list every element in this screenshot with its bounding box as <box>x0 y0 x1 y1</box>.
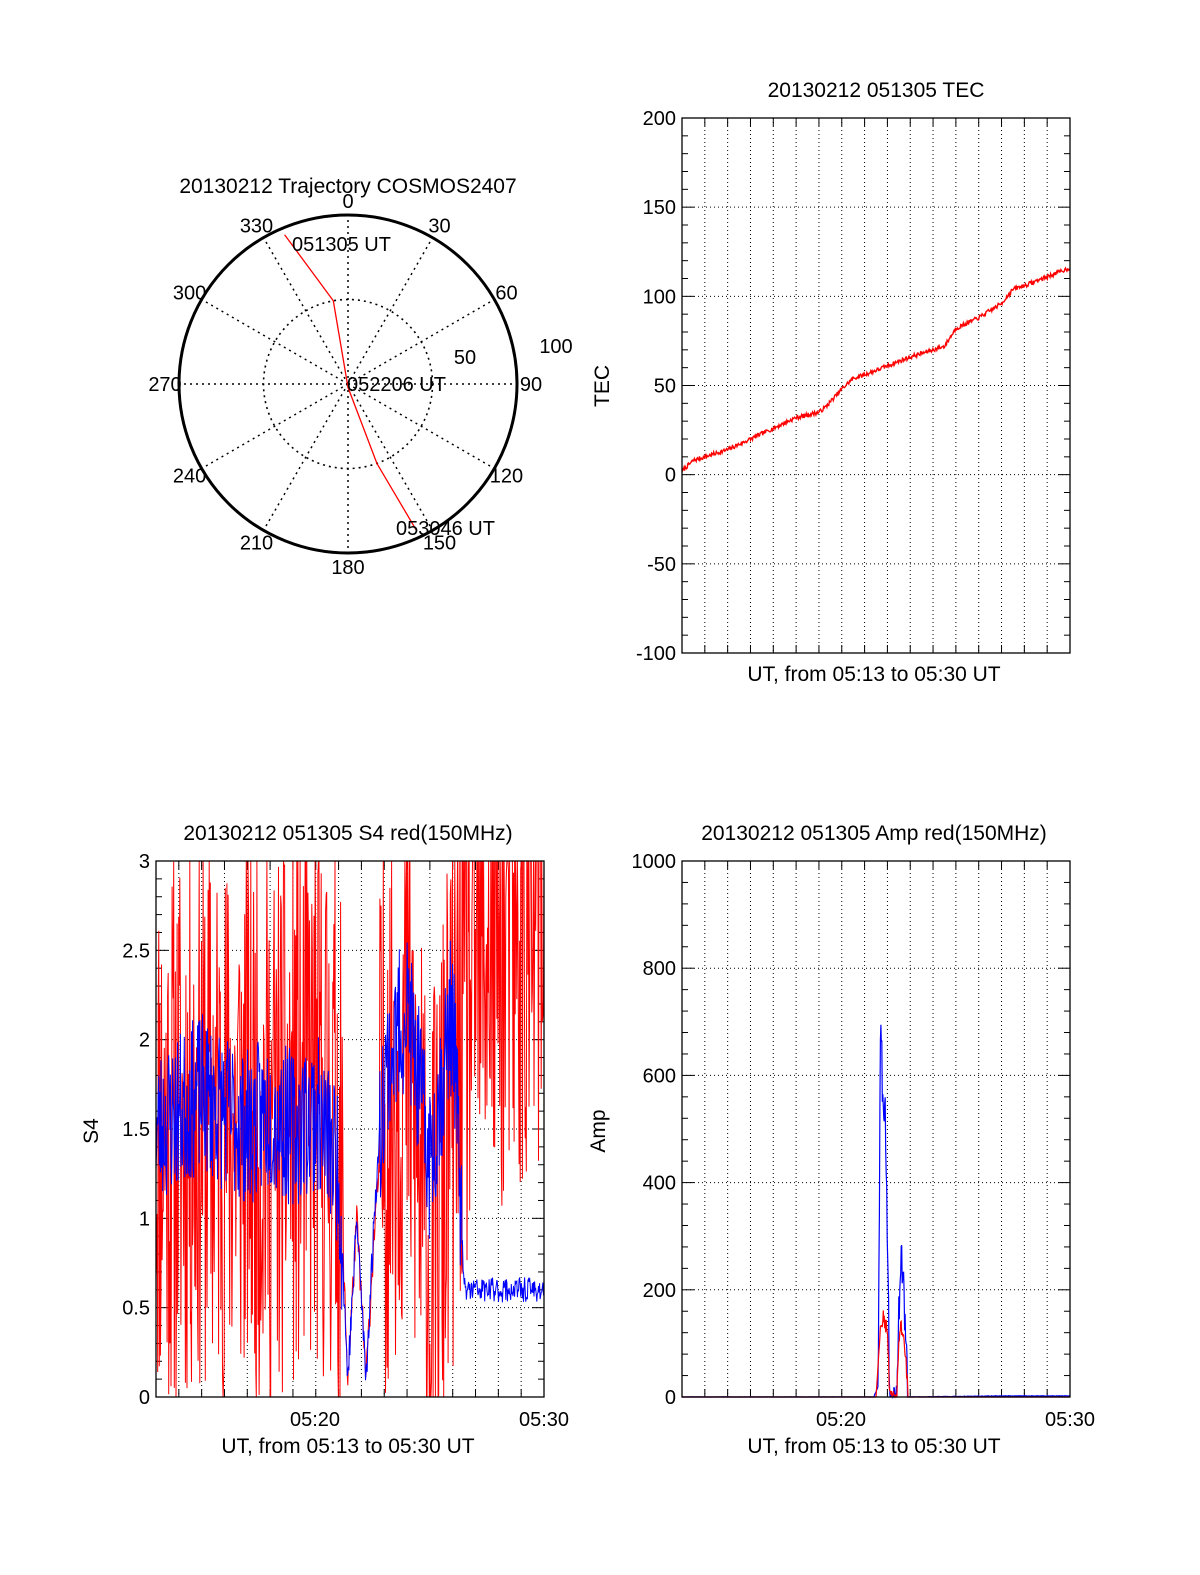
polar-spoke-330 <box>262 237 349 385</box>
s4-red-series <box>155 860 545 1398</box>
s4-title: 20130212 051305 S4 red(150MHz) <box>183 822 512 845</box>
amp-y-tick-label: 400 <box>643 1173 676 1195</box>
tec-y-tick-label: 50 <box>654 376 676 398</box>
polar-trajectory-line <box>284 234 417 530</box>
s4-grid <box>156 861 544 1397</box>
tec-y-tick-label: 200 <box>643 108 676 130</box>
polar-az-label-90: 90 <box>520 374 542 396</box>
polar-title: 20130212 Trajectory COSMOS2407 <box>179 175 516 198</box>
s4-y-tick-label: 0.5 <box>122 1298 150 1320</box>
polar-az-label-150: 150 <box>423 532 456 554</box>
polar-az-label-180: 180 <box>331 557 364 579</box>
amp-blue-series <box>681 1024 1071 1400</box>
s4-y-tick-label: 1.5 <box>122 1119 150 1141</box>
tec-title: 20130212 051305 TEC <box>768 79 985 102</box>
polar-spoke-210 <box>262 383 349 531</box>
polar-plot: 20130212 Trajectory COSMOS2407 0 30 60 90 12… <box>148 175 572 579</box>
amp-minor-ticks <box>682 860 1070 1398</box>
polar-spoke-300 <box>201 298 349 385</box>
s4-minor-ticks <box>156 860 544 1398</box>
polar-end-label: 053046 UT <box>396 518 495 540</box>
tec-grid <box>682 118 1070 653</box>
amp-x-tick-0520: 05:20 <box>816 1409 866 1431</box>
polar-ring-label-50: 50 <box>454 347 476 369</box>
amp-panel: 20130212 051305 Amp red(150MHz) 1000 800 6… <box>587 822 1095 1458</box>
amp-y-tick-label: 1000 <box>632 851 677 873</box>
polar-az-label-60: 60 <box>495 283 517 305</box>
amp-y-tick-labels: 1000 800 600 400 200 0 <box>632 851 677 1409</box>
amp-x-label: UT, from 05:13 to 05:30 UT <box>747 1435 1000 1458</box>
s4-y-label: S4 <box>80 1118 103 1144</box>
s4-y-tick-label: 2.5 <box>122 940 150 962</box>
s4-y-tick-label: 2 <box>139 1030 150 1052</box>
amp-y-tick-label: 0 <box>665 1387 676 1409</box>
polar-spokes <box>179 215 517 553</box>
amp-x-tick-0530: 05:30 <box>1045 1409 1095 1431</box>
polar-az-label-120: 120 <box>490 466 523 488</box>
tec-y-tick-label: -100 <box>636 643 676 665</box>
amp-y-tick-label: 600 <box>643 1065 676 1087</box>
polar-spoke-240 <box>201 383 349 470</box>
s4-x-label: UT, from 05:13 to 05:30 UT <box>221 1435 474 1458</box>
tec-y-tick-label: 0 <box>665 465 676 487</box>
s4-y-tick-label: 0 <box>139 1387 150 1409</box>
amp-y-tick-label: 800 <box>643 958 676 980</box>
s4-x-tick-0520: 05:20 <box>290 1409 340 1431</box>
tec-panel: 20130212 051305 TEC 200150100500-50-100 … <box>591 79 1071 686</box>
tec-y-tick-label: 150 <box>643 197 676 219</box>
tec-y-label: TEC <box>591 365 614 407</box>
polar-mid-label: 052206 UT <box>347 374 446 396</box>
polar-az-label-210: 210 <box>240 532 273 554</box>
polar-az-label-300: 300 <box>173 283 206 305</box>
s4-axes-frame <box>155 860 545 1398</box>
s4-blue-series <box>155 940 545 1381</box>
s4-y-tick-label: 1 <box>139 1208 150 1230</box>
amp-axes-frame <box>681 860 1071 1398</box>
polar-az-label-270: 270 <box>148 374 181 396</box>
tec-axes-frame <box>681 117 1071 654</box>
polar-spoke-60 <box>347 298 495 385</box>
s4-x-tick-0530: 05:30 <box>519 1409 569 1431</box>
polar-az-label-0: 0 <box>342 191 353 213</box>
s4-y-tick-label: 3 <box>139 851 150 873</box>
polar-azimuth-labels: 0 30 60 90 120 150 180 210 240 270 300 330 <box>148 191 542 579</box>
polar-start-label: 051305 UT <box>292 234 391 256</box>
amp-y-label: Amp <box>587 1109 610 1152</box>
amp-grid <box>682 861 1070 1397</box>
amp-y-tick-label: 200 <box>643 1280 676 1302</box>
s4-panel: 20130212 051305 S4 red(150MHz) 3 2.5 2 1.5 1… <box>80 822 569 1458</box>
s4-y-tick-labels: 3 2.5 2 1.5 1 0.5 0 <box>122 851 150 1409</box>
tec-y-tick-label: -50 <box>647 554 676 576</box>
tec-y-tick-labels: 200 150 100 50 0 -50 -100 <box>636 108 676 665</box>
amp-title: 20130212 051305 Amp red(150MHz) <box>701 822 1047 845</box>
polar-az-label-30: 30 <box>428 216 450 238</box>
tec-series-line <box>681 266 1071 473</box>
tec-minor-ticks <box>682 117 1070 654</box>
polar-spoke-150 <box>347 383 434 531</box>
amp-red-series <box>682 1310 1070 1399</box>
tec-y-tick-label: 100 <box>643 286 676 308</box>
polar-az-label-240: 240 <box>173 466 206 488</box>
polar-spoke-120 <box>347 383 495 470</box>
polar-spoke-30 <box>347 237 434 385</box>
tec-x-label: UT, from 05:13 to 05:30 UT <box>747 663 1000 686</box>
polar-az-label-330: 330 <box>240 216 273 238</box>
polar-ring-label-100: 100 <box>539 336 572 358</box>
